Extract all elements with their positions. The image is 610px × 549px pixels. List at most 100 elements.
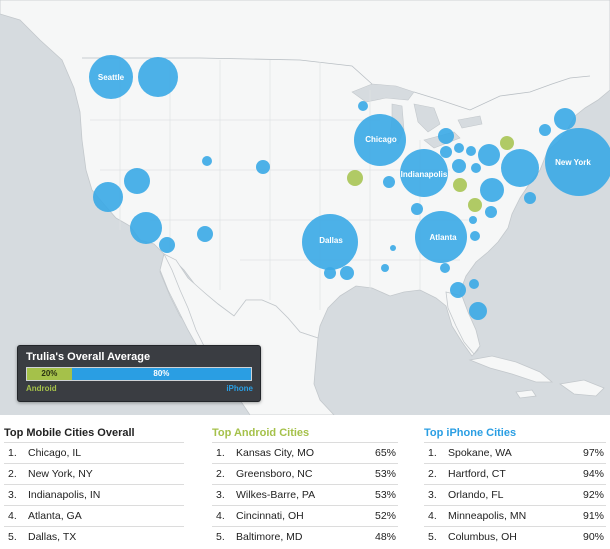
rank: 1. [8, 447, 17, 459]
iphone-city-bubble [469, 216, 477, 224]
florida-land [445, 291, 481, 355]
rank: 5. [428, 531, 437, 543]
rank: 1. [216, 447, 225, 459]
iphone-percent: 92% [582, 489, 604, 501]
iphone-city-bubble [554, 108, 576, 130]
android-percent: 53% [374, 489, 396, 501]
list-item: 2. Hartford, CT 94% [424, 463, 606, 484]
city-bubbles [89, 55, 610, 320]
map-label-indianapolis: Indianapolis [401, 170, 448, 179]
iphone-city-bubble [471, 163, 481, 173]
map-label-chicago: Chicago [365, 135, 397, 144]
list-item: 5. Baltimore, MD 48% [212, 526, 398, 547]
iphone-city-bubble [480, 178, 504, 202]
iphone-city-bubble [501, 149, 539, 187]
overall-average-legend: Trulia's Overall Average 20% 80% Android… [17, 345, 261, 402]
iphone-city-bubble [450, 282, 466, 298]
android-percent: 48% [374, 531, 396, 543]
iphone-city-bubble [381, 264, 389, 272]
iphone-city-bubble [452, 159, 466, 173]
rank: 4. [428, 510, 437, 522]
iphone-city-bubble [469, 302, 487, 320]
rank: 1. [428, 447, 437, 459]
iphone-share-bar: 80% [71, 368, 251, 380]
android-city-bubble [500, 136, 514, 150]
iphone-city-bubble [545, 128, 610, 196]
rank: 2. [428, 468, 437, 480]
iphone-city-bubble [340, 266, 354, 280]
list-item: 3. Orlando, FL 92% [424, 484, 606, 505]
city-name: Indianapolis, IN [28, 489, 101, 501]
iphone-city-bubble [130, 212, 162, 244]
city-name: Hartford, CT [448, 468, 506, 480]
city-name: New York, NY [28, 468, 93, 480]
list-item: 1. Chicago, IL [4, 442, 184, 463]
cuba-land [468, 355, 554, 383]
iphone-city-bubble [383, 176, 395, 188]
iphone-percent: 94% [582, 468, 604, 480]
lake-ontario [457, 115, 483, 129]
rank: 4. [8, 510, 17, 522]
iphone-percent: 91% [582, 510, 604, 522]
android-city-bubble [453, 178, 467, 192]
iphone-city-bubble [466, 146, 476, 156]
android-percent: 65% [374, 447, 396, 459]
iphone-city-bubble [415, 211, 467, 263]
map-label-seattle: Seattle [98, 73, 125, 82]
iphone-city-bubble [440, 263, 450, 273]
city-name: Orlando, FL [448, 489, 504, 501]
share-bar: 20% 80% [26, 367, 252, 381]
rank: 2. [216, 468, 225, 480]
iphone-city-bubble [469, 279, 479, 289]
list-item: 5. Columbus, OH 90% [424, 526, 606, 547]
iphone-city-bubble [256, 160, 270, 174]
android-percent: 53% [374, 468, 396, 480]
city-name: Greensboro, NC [236, 468, 313, 480]
city-name: Spokane, WA [448, 447, 512, 459]
rank: 3. [216, 489, 225, 501]
iphone-city-bubble [358, 101, 368, 111]
list-item: 4. Atlanta, GA [4, 505, 184, 526]
iphone-city-bubble [202, 156, 212, 166]
iphone-city-bubble [438, 128, 454, 144]
iphone-city-bubble [124, 168, 150, 194]
list-item: 1. Spokane, WA 97% [424, 442, 606, 463]
list-top-iphone-cities: Top iPhone Cities 1. Spokane, WA 97% 2. Har… [424, 425, 606, 547]
city-name: Kansas City, MO [236, 447, 314, 459]
rank: 3. [428, 489, 437, 501]
iphone-city-bubble [354, 114, 406, 166]
legend-title: Trulia's Overall Average [26, 351, 151, 363]
iphone-city-bubble [89, 55, 133, 99]
iphone-city-bubble [400, 149, 448, 197]
iphone-city-bubble [539, 124, 551, 136]
iphone-city-bubble [138, 57, 178, 97]
iphone-city-bubble [524, 192, 536, 204]
city-name: Dallas, TX [28, 531, 77, 543]
iphone-city-bubble [411, 203, 423, 215]
city-name: Wilkes-Barre, PA [236, 489, 316, 501]
lake-huron [413, 103, 441, 133]
city-name: Chicago, IL [28, 447, 82, 459]
list-item: 4. Cincinnati, OH 52% [212, 505, 398, 526]
list-title: Top Mobile Cities Overall [4, 427, 135, 439]
jamaica-land [515, 389, 537, 399]
iphone-city-bubble [478, 144, 500, 166]
android-share-label: 20% [41, 369, 58, 378]
iphone-percent: 97% [582, 447, 604, 459]
list-item: 5. Dallas, TX [4, 526, 184, 547]
city-name: Cincinnati, OH [236, 510, 304, 522]
iphone-city-bubble [470, 231, 480, 241]
map-label-atlanta: Atlanta [429, 233, 457, 242]
android-percent: 52% [374, 510, 396, 522]
city-name: Atlanta, GA [28, 510, 82, 522]
rank: 4. [216, 510, 225, 522]
iphone-city-bubble [454, 143, 464, 153]
list-item: 4. Minneapolis, MN 91% [424, 505, 606, 526]
lake-superior [351, 83, 415, 103]
legend-android-label: Android [26, 384, 57, 393]
android-share-bar: 20% [27, 368, 72, 380]
city-name: Columbus, OH [448, 531, 517, 543]
hispaniola-land [558, 379, 605, 397]
android-city-bubble [347, 170, 363, 186]
city-name: Minneapolis, MN [448, 510, 527, 522]
